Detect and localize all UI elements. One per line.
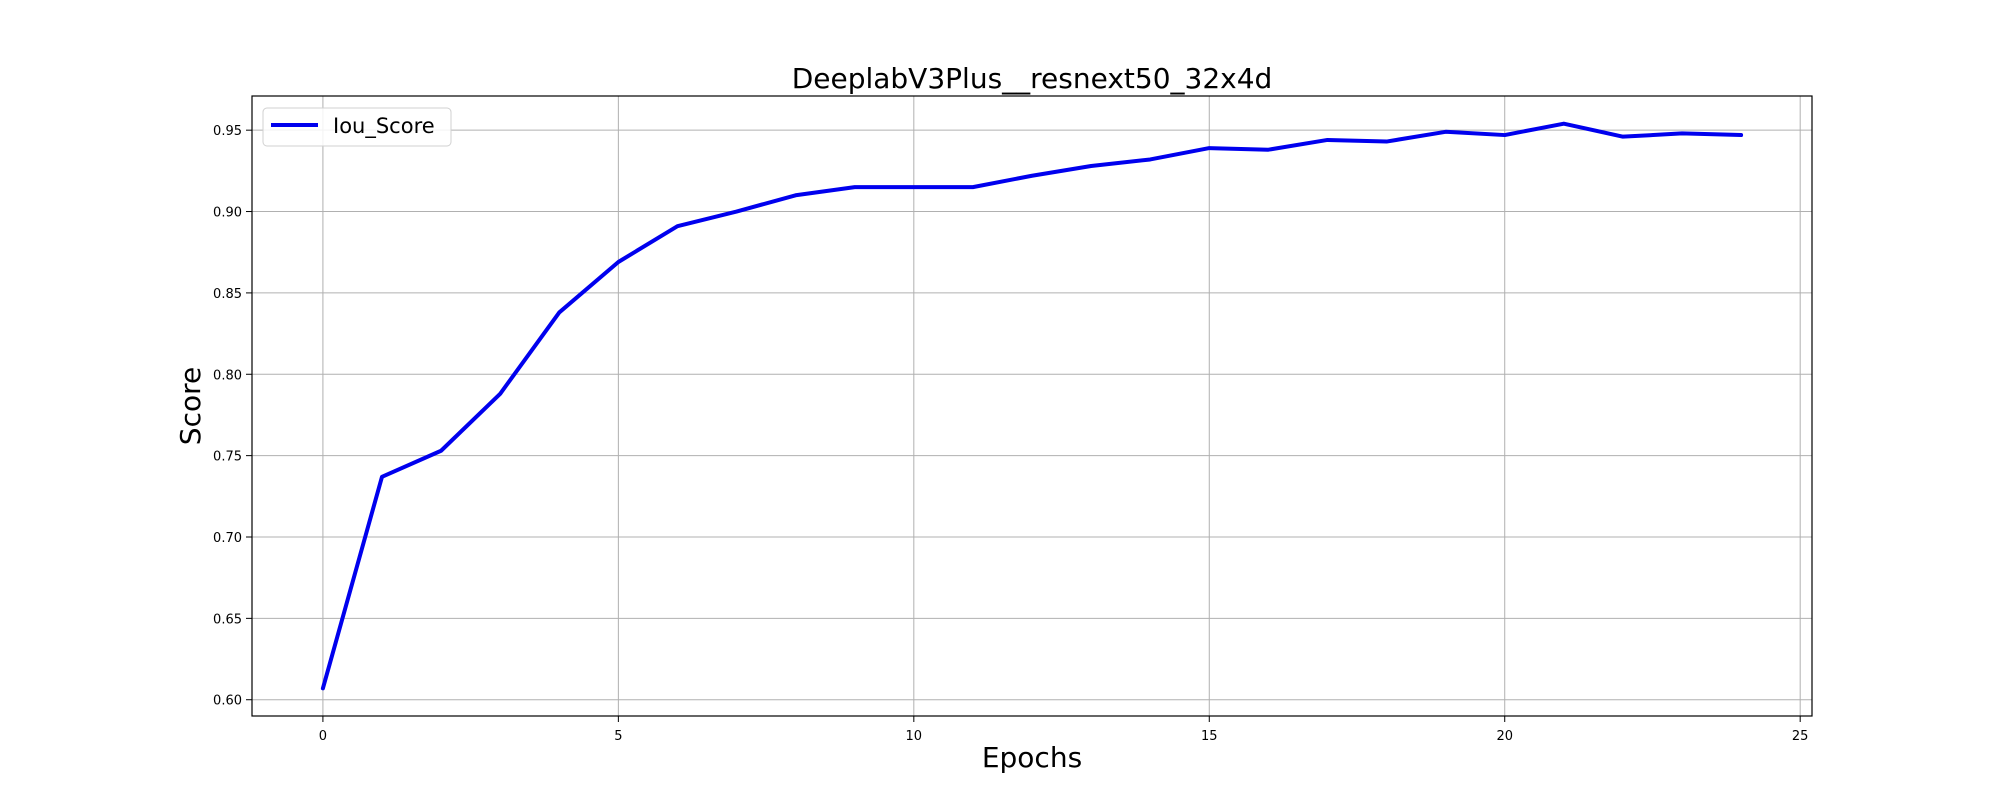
- x-tick-label: 10: [906, 729, 923, 744]
- x-axis-title: Epochs: [982, 741, 1082, 774]
- y-tick-label: 0.65: [213, 612, 242, 627]
- series-line-iou-score: [320, 121, 1744, 691]
- y-tick-label: 0.75: [213, 450, 242, 465]
- x-tick-label: 0: [319, 729, 327, 744]
- legend-label: Iou_Score: [333, 114, 435, 139]
- ticks: 0 5 10 15 20 25 0.60 0.65 0.70 0.75 0.80 0.85 0.90 0.…: [213, 124, 1808, 744]
- y-tick-label: 0.80: [213, 368, 242, 383]
- x-tick-label: 20: [1496, 729, 1513, 744]
- x-tick-label: 5: [614, 729, 622, 744]
- x-tick-label: 25: [1792, 729, 1809, 744]
- series-layer: [320, 121, 1744, 691]
- y-tick-label: 0.60: [213, 694, 242, 709]
- y-tick-label: 0.95: [213, 124, 242, 139]
- legend-box: [262, 107, 452, 147]
- y-axis-title: Score: [174, 367, 207, 445]
- plot-frame: [251, 95, 1813, 717]
- y-tick-label: 0.70: [213, 531, 242, 546]
- legend: Iou_Score: [262, 107, 452, 147]
- y-tick-label: 0.90: [213, 206, 242, 221]
- y-tick-label: 0.85: [213, 287, 242, 302]
- x-tick-label: 15: [1201, 729, 1218, 744]
- chart-title: DeeplabV3Plus__resnext50_32x4d: [792, 62, 1273, 95]
